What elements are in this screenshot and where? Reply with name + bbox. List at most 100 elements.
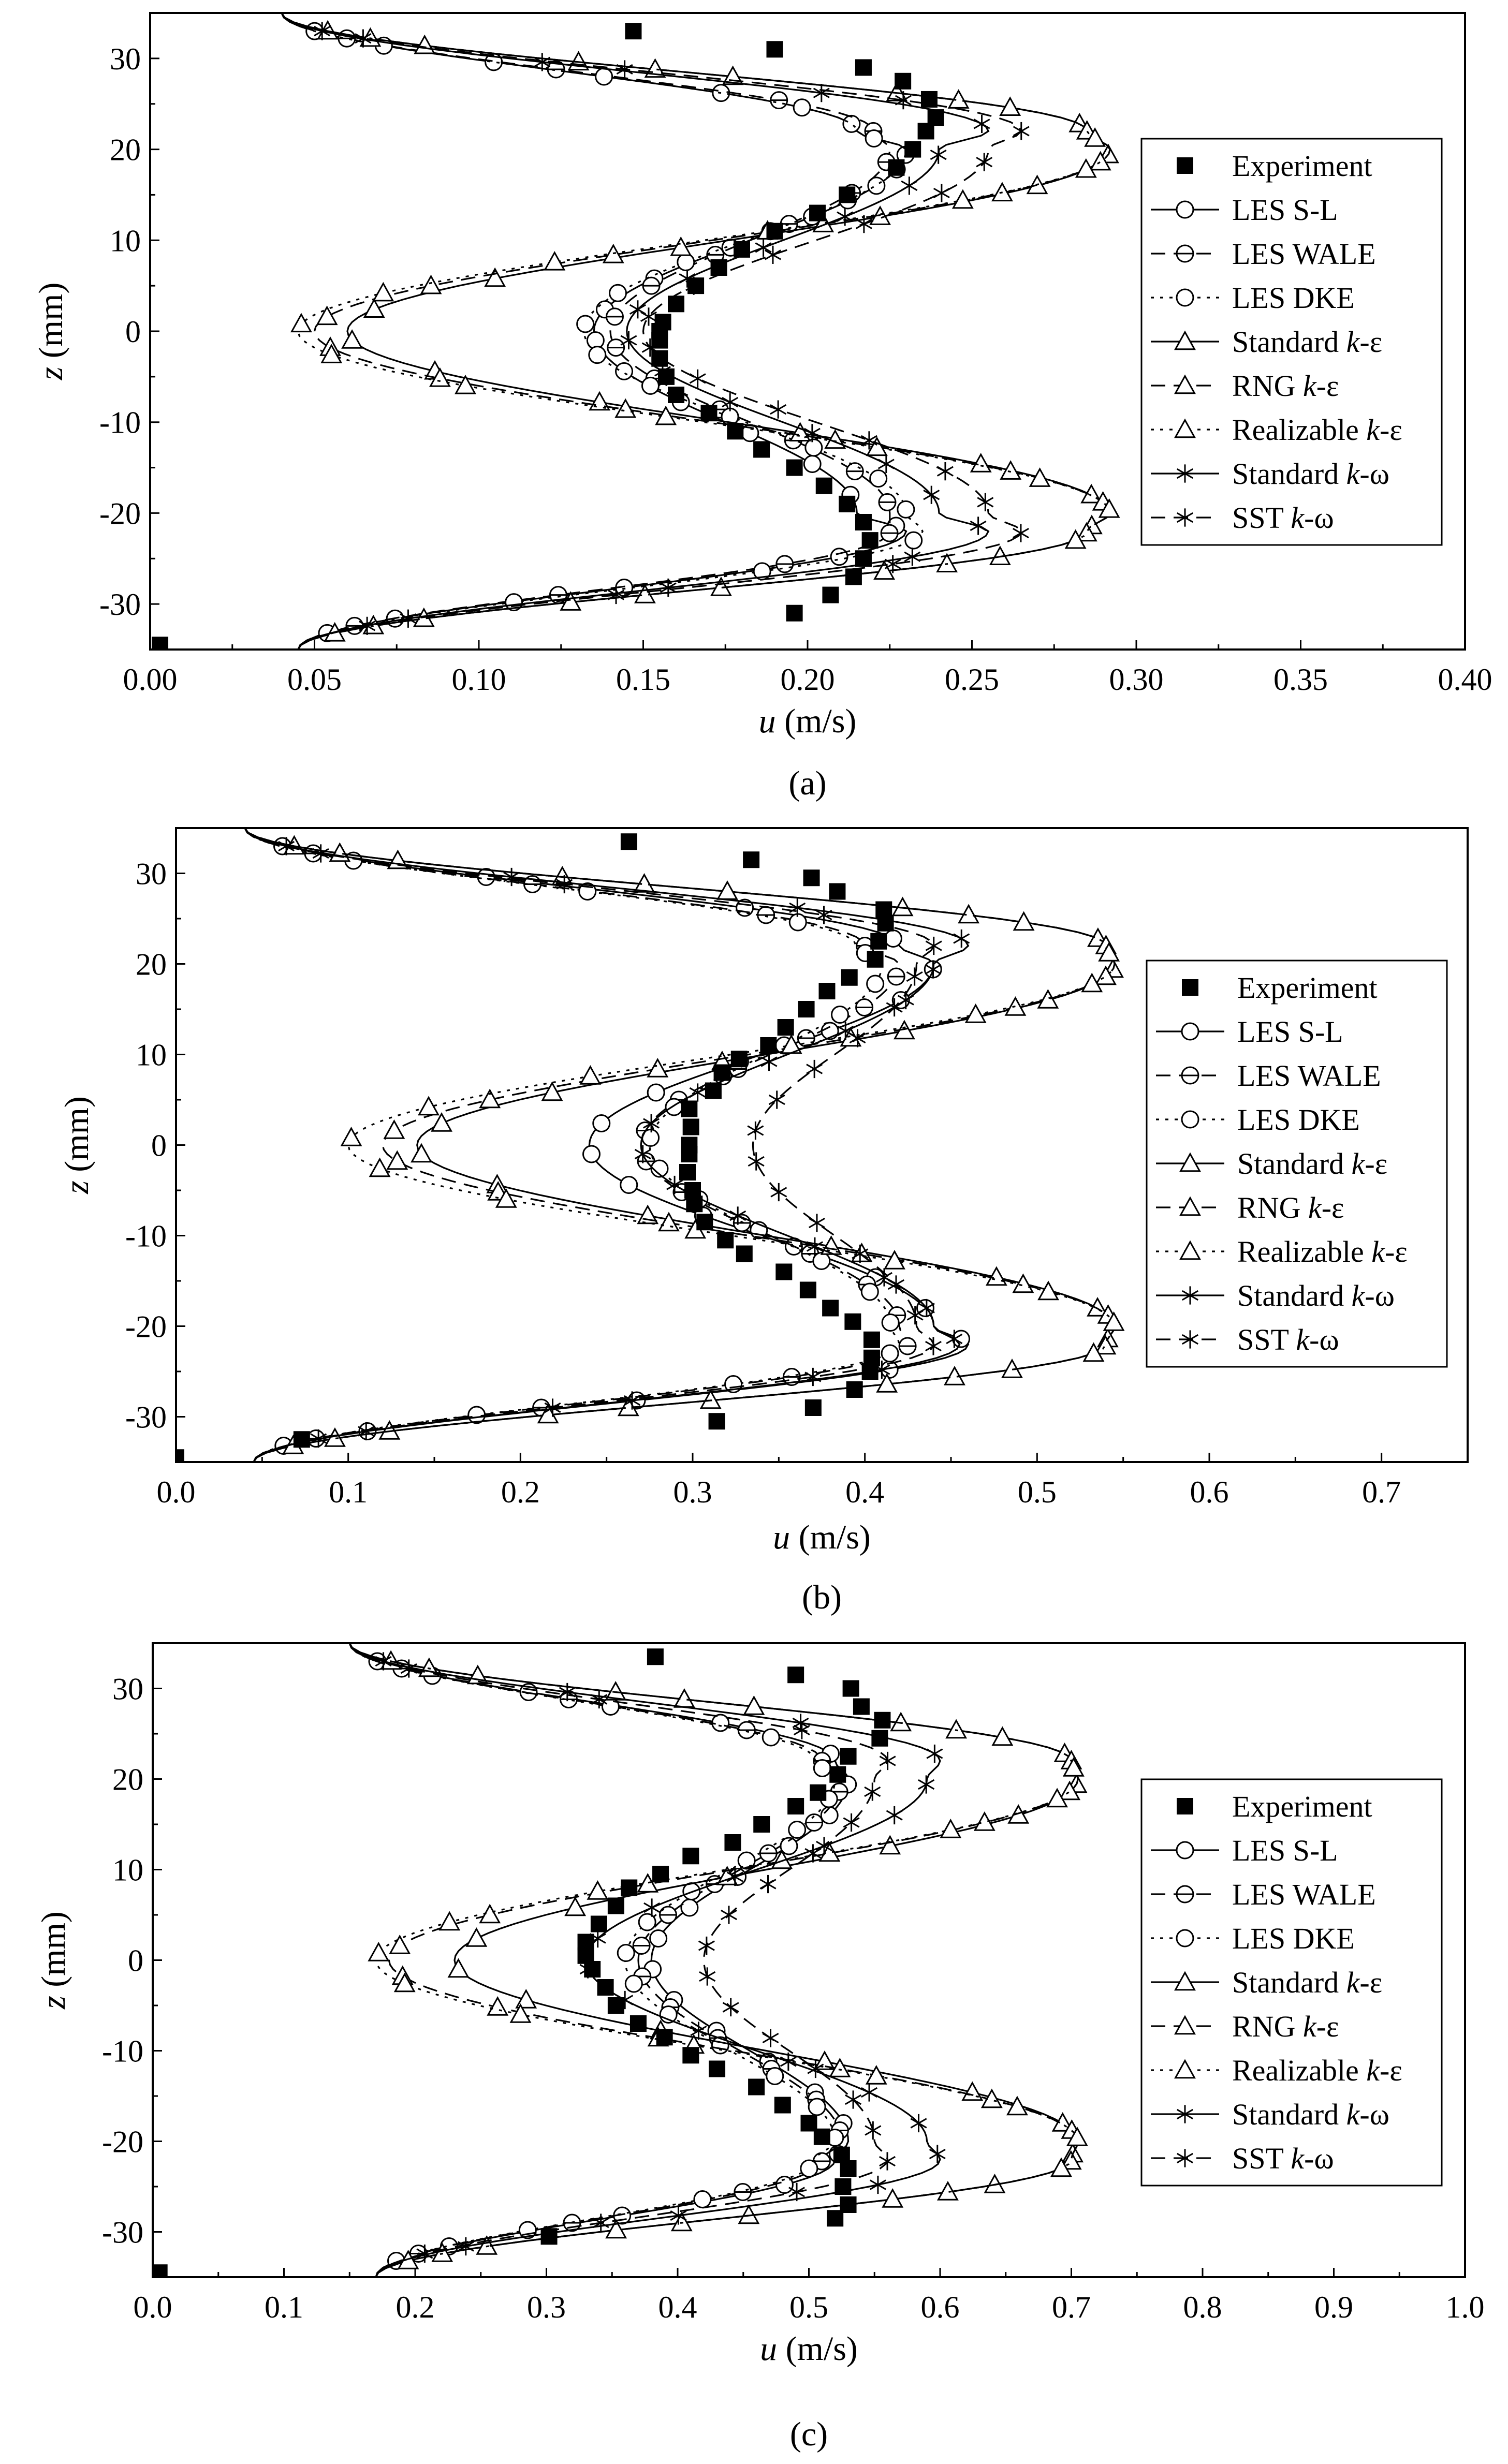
panel-b-series-rng-k--marker <box>386 1150 408 1170</box>
panel-c-series-sst-k--marker <box>807 2059 824 2078</box>
panel-b-experiment-point <box>867 951 884 968</box>
panel-c-series-realizable-k--marker <box>438 1911 461 1931</box>
panel-c-series-standard-k--line <box>348 1643 941 2277</box>
panel-c-legend-marker <box>1176 1841 1194 1860</box>
panel-c-experiment-point <box>682 1848 699 1865</box>
panel-c-experiment-point <box>540 2228 558 2245</box>
panel-c-experiment-point <box>827 2210 844 2227</box>
panel-b-legend-label: SST k-ω <box>1237 1323 1339 1356</box>
panel-a-series-realizable-k--marker <box>1064 529 1087 549</box>
panel-b-series-realizable-k--marker <box>1013 911 1035 931</box>
panel-a-legend-label: LES S-L <box>1232 193 1338 227</box>
panel-b-series-realizable-k--marker <box>964 1004 987 1023</box>
panel-a-legend-marker <box>1177 157 1193 174</box>
panel-c-series-realizable-k--marker <box>1050 2157 1072 2177</box>
panel-a-legend-marker <box>1177 464 1193 483</box>
panel-c-series-realizable-k--marker <box>605 2219 627 2239</box>
panel-a-series-standard-k--marker <box>930 145 947 164</box>
panel-a-series-les-dke-marker <box>904 531 923 550</box>
panel-c-legend-item: Standard k-ω <box>1151 2098 1389 2131</box>
panel-c-series-les-s-l-marker <box>649 1929 668 1947</box>
panel-a-legend-item: RNG k-ε <box>1151 369 1339 403</box>
panel-b-legend-marker <box>1182 979 1198 996</box>
panel-a-legend-label: RNG k-ε <box>1232 369 1339 403</box>
panel-a-series-sst-k--marker <box>1012 524 1029 542</box>
panel-c-legend-label-base: Standard <box>1232 1966 1346 1999</box>
panel-a-series-les-dke-marker <box>595 67 613 86</box>
panel-c-ytick-label: -30 <box>102 2216 143 2250</box>
panel-b-legend-item: SST k-ω <box>1156 1323 1339 1356</box>
panel-a-series-sst-k--marker <box>359 616 376 635</box>
panel-b-series-sst-k--marker <box>815 906 832 924</box>
panel-b-ytick-label: -30 <box>125 1400 167 1435</box>
panel-c-legend-marker <box>1177 2105 1193 2123</box>
panel-a-series-standard-k--marker <box>970 517 987 535</box>
panel-a-series-standard-k--line <box>281 13 1111 650</box>
panel-b-experiment-point <box>822 1300 839 1317</box>
panel-a-experiment-point <box>700 405 718 422</box>
panel-b-experiment-point <box>717 1232 734 1249</box>
panel-b-experiment-point <box>798 1001 815 1017</box>
panel-b-xtick-label: 0.0 <box>157 1475 196 1509</box>
panel-c-ytick-label: -20 <box>102 2125 143 2159</box>
panel-c-series-les-wale-marker <box>759 1844 778 1863</box>
panel-c-series-standard-k--marker <box>465 1927 488 1947</box>
panel-b-series-realizable-k--marker <box>1098 942 1120 962</box>
panel-c-series-realizable-k--marker <box>393 1972 416 1993</box>
panel-a-series-rng-k--marker <box>420 274 442 294</box>
panel-b-legend-label-sym: -ω <box>1309 1323 1339 1356</box>
panel-c-series-les-dke-marker <box>788 1821 807 1839</box>
panel-c-ytick-label: -10 <box>102 2034 143 2069</box>
panel-c-series-standard-k--marker <box>886 1806 903 1825</box>
panel-c-legend-label: Standard k-ε <box>1232 1966 1382 1999</box>
panel-c-series-standard-k--marker <box>690 2022 707 2040</box>
panel-c-experiment-point <box>590 1915 607 1932</box>
panel-b-series-les-wale-marker <box>797 1029 815 1047</box>
panel-c-experiment-point <box>607 1897 624 1914</box>
panel-a-legend-label-sym: -ω <box>1359 457 1389 491</box>
panel-a-legend-label-base: Standard <box>1232 457 1346 491</box>
panel-c-experiment-point <box>724 1834 741 1851</box>
panel-a-series-realizable-k--marker <box>1075 158 1097 178</box>
panel-c-series-realizable-k--marker <box>368 1942 390 1961</box>
panel-a-series-standard-k--marker <box>629 300 646 319</box>
panel-b-series-sst-k--marker <box>906 1306 924 1325</box>
panel-a-series-standard-k--marker <box>341 329 363 349</box>
panel-b-series-rng-k--marker <box>1095 965 1117 985</box>
panel-c-series-rng-k--marker <box>1060 2150 1082 2170</box>
panel-b-legend-label-base: RNG <box>1237 1191 1308 1224</box>
panel-a-series-les-s-l-line <box>281 13 907 650</box>
panel-b-series-sst-k- <box>244 828 942 1462</box>
panel-c-experiment-point <box>842 1680 859 1697</box>
panel-c-xtick-label: 0.9 <box>1314 2290 1353 2324</box>
panel-b-ytick-label: -20 <box>125 1310 167 1344</box>
panel-b-ytick-label: 20 <box>136 948 167 982</box>
panel-b-experiment-point <box>176 1449 184 1462</box>
panel-b-series-les-s-l-marker <box>884 929 902 948</box>
panel-c-series-rng-k--marker <box>487 1996 509 2016</box>
panel-a-series-sst-k--marker <box>616 60 633 79</box>
panel-a-series-les-dke-marker <box>897 500 915 519</box>
panel-a-experiment-point <box>734 241 750 258</box>
panel-b-legend-item: Realizable k-ε <box>1156 1235 1408 1268</box>
panel-a-series-les-s-l-marker <box>803 455 822 474</box>
panel-b-series-standard-k--marker <box>953 929 970 948</box>
panel-a-series-les-dke-marker <box>588 346 607 364</box>
panel-a-series-standard-k--marker <box>813 84 830 102</box>
panel-a-ytick-label: -20 <box>99 496 141 530</box>
panel-a-caption: (a) <box>788 764 826 802</box>
panel-b-legend-item: LES DKE <box>1156 1103 1360 1137</box>
panel-b-series-realizable-k--line <box>244 828 1116 1462</box>
panel-c-series-sst-k--marker <box>865 2121 882 2140</box>
panel-b-series-standard-k--marker <box>699 1389 722 1409</box>
panel-b-series-les-wale-marker <box>898 1337 917 1355</box>
panel-b-legend-label-k: k <box>1352 1279 1366 1312</box>
panel-c-legend-marker <box>1174 1971 1196 1991</box>
panel-c-series-sst-k--marker <box>720 1906 737 1924</box>
panel-c-series-les-dke-marker <box>762 1728 780 1747</box>
panel-a-series-sst-k--marker <box>1013 122 1030 141</box>
panel-b-series-standard-k--marker <box>411 1143 432 1163</box>
panel-a-legend-label-k: k <box>1346 325 1360 359</box>
panel-a-legend-marker <box>1174 330 1196 350</box>
